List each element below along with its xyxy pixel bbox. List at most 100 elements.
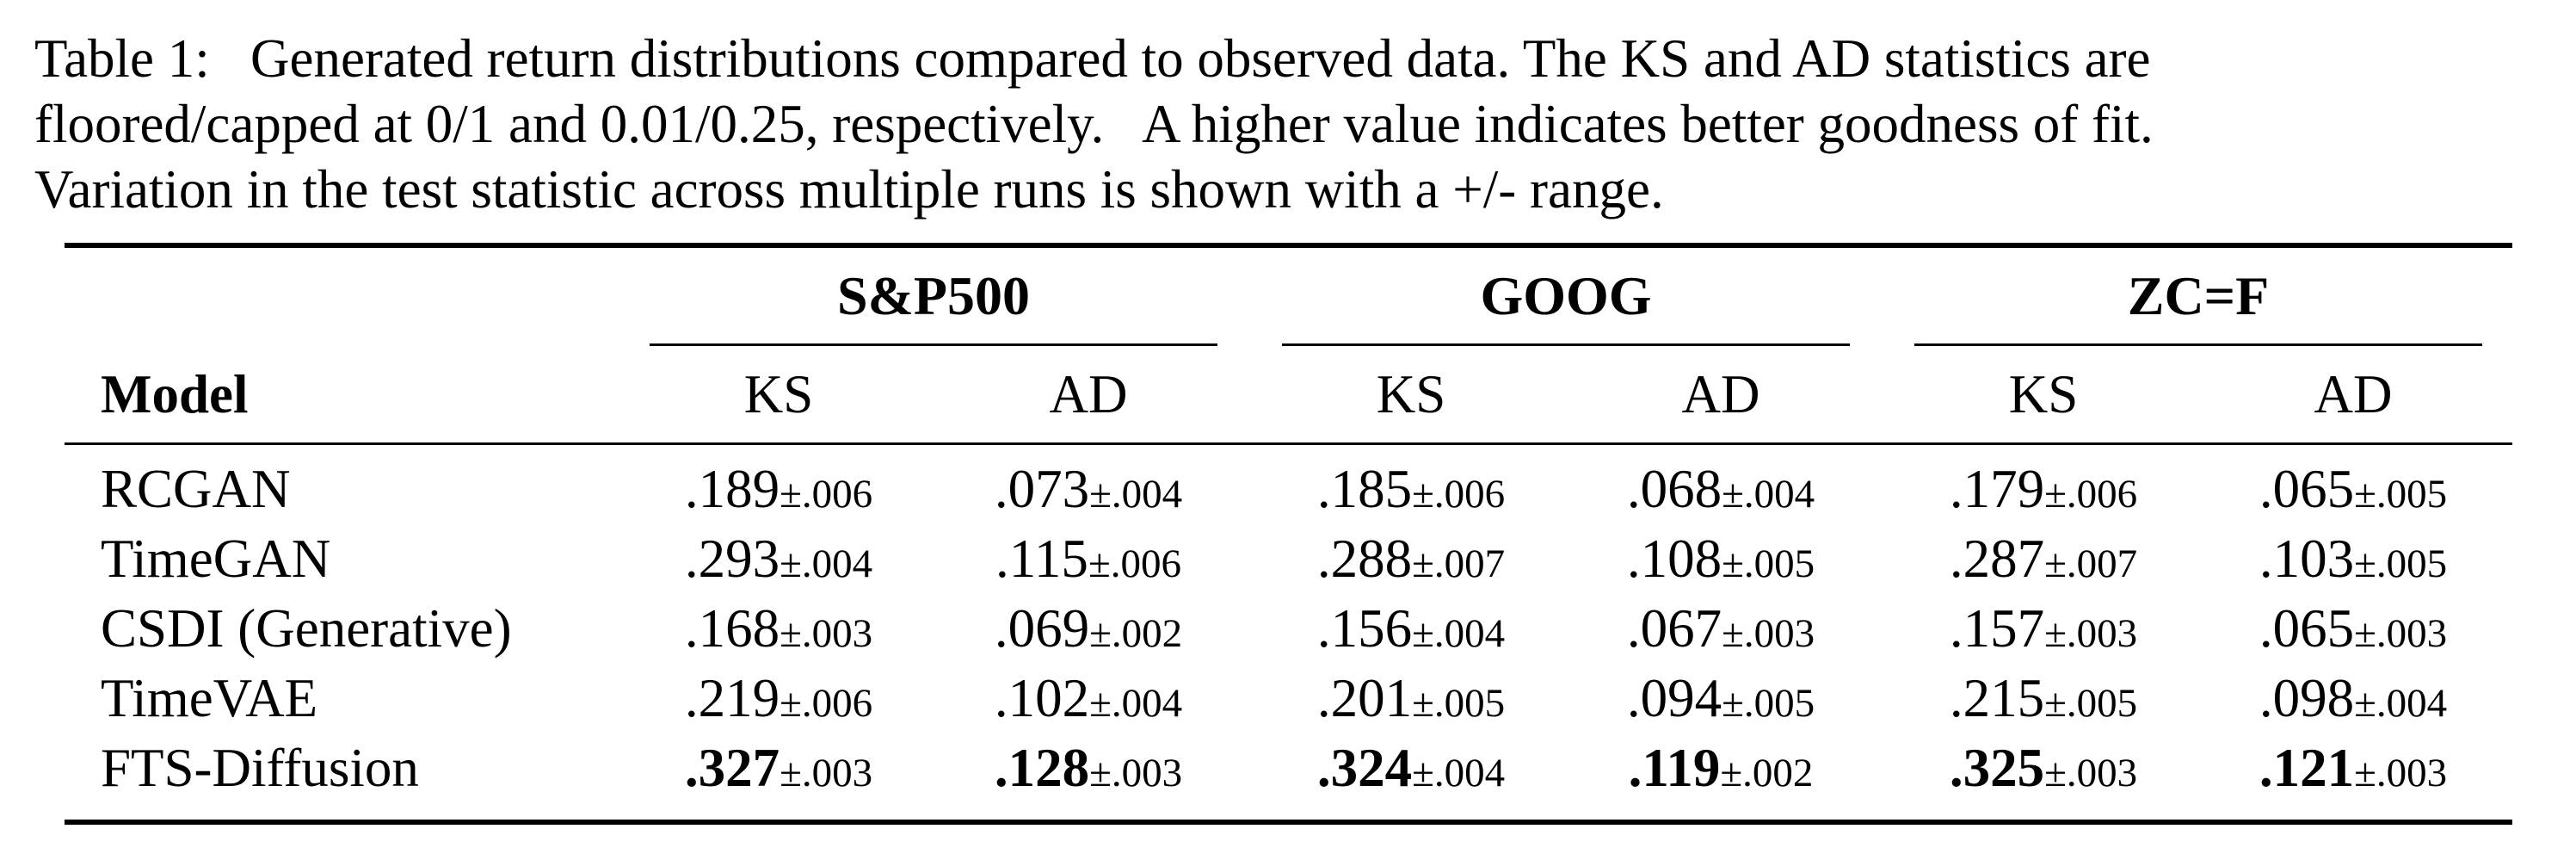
model-column-header: Model (101, 364, 249, 424)
metric-value: .068 (1626, 459, 1722, 519)
group-header-sp500: S&P500 (837, 265, 1030, 326)
metric-cell-goog-ad: .119±.002 (1592, 733, 1850, 802)
metric-value: .327 (684, 738, 780, 798)
column-header-sp500-ks: KS (743, 364, 814, 424)
metric-value: .201 (1316, 668, 1413, 728)
caption-line-3: Variation in the test statistic across m… (34, 159, 1664, 220)
metric-range: ±.004 (1412, 611, 1506, 656)
metric-cell-zcf-ks: .287±.007 (1914, 524, 2172, 593)
metric-cell-goog-ks: .288±.007 (1282, 524, 1540, 593)
metric-range: ±.002 (1720, 751, 1814, 795)
metric-range: ±.003 (1089, 751, 1183, 795)
metric-cell-zcf-ad: .098±.004 (2224, 664, 2482, 733)
metric-range: ±.005 (1412, 681, 1506, 726)
metric-range: ±.002 (1089, 611, 1183, 656)
metric-range: ±.003 (2044, 611, 2138, 656)
metric-value: .073 (994, 459, 1090, 519)
metric-cell-goog-ks: .324±.004 (1282, 733, 1540, 802)
metric-value: .098 (2259, 668, 2355, 728)
bottom-rule (65, 820, 2512, 825)
metric-value: .069 (994, 598, 1090, 659)
column-header-sp500-ad: AD (1049, 364, 1128, 424)
metric-value: .094 (1626, 668, 1722, 728)
column-header-goog-ad: AD (1681, 364, 1760, 424)
column-header-goog-ks: KS (1376, 364, 1446, 424)
metric-range: ±.005 (2354, 472, 2448, 517)
metric-cell-goog-ad: .094±.005 (1592, 664, 1850, 733)
model-name: CSDI (Generative) (101, 598, 512, 659)
metric-range: ±.007 (2044, 541, 2138, 586)
metric-value: .288 (1316, 529, 1413, 589)
metric-cell-zcf-ks: .325±.003 (1914, 733, 2172, 802)
metric-value: .121 (2259, 738, 2355, 798)
group-header-zcf: ZC=F (2127, 265, 2270, 326)
metric-cell-goog-ks: .201±.005 (1282, 664, 1540, 733)
metric-cell-goog-ad: .068±.004 (1592, 455, 1850, 523)
group-underline-sp500 (650, 343, 1217, 346)
model-name: TimeGAN (101, 529, 331, 589)
metric-cell-sp500-ad: .115±.006 (959, 524, 1217, 593)
metric-value: .189 (684, 459, 780, 519)
table-row: TimeVAE .219±.006.102±.004.201±.005.094±.… (65, 664, 2512, 733)
caption-line-2: floored/capped at 0/1 and 0.01/0.25, res… (34, 94, 2154, 154)
metric-value: .115 (995, 529, 1088, 589)
metric-value: .219 (684, 668, 780, 728)
table-row: RCGAN .189±.006.073±.004.185±.006.068±.00… (65, 455, 2512, 523)
metric-value: .108 (1626, 529, 1722, 589)
metric-range: ±.006 (1088, 541, 1181, 586)
model-name: RCGAN (101, 459, 291, 519)
metric-cell-sp500-ad: .073±.004 (959, 455, 1217, 523)
metric-cell-zcf-ad: .065±.005 (2224, 455, 2482, 523)
model-name: TimeVAE (101, 668, 318, 728)
table-row: FTS-Diffusion .327±.003.128±.003.324±.004… (65, 733, 2512, 802)
metric-value: .156 (1316, 598, 1413, 659)
metric-cell-goog-ks: .185±.006 (1282, 455, 1540, 523)
group-header-goog: GOOG (1480, 265, 1652, 326)
metric-range: ±.003 (2354, 611, 2448, 656)
table-row: TimeGAN .293±.004.115±.006.288±.007.108±.… (65, 524, 2512, 593)
metric-range: ±.004 (2354, 681, 2448, 726)
table-caption: Table 1: Generated return distributions … (34, 26, 2555, 222)
metric-value: .293 (684, 529, 780, 589)
metric-value: .287 (1949, 529, 2045, 589)
metric-cell-zcf-ad: .103±.005 (2224, 524, 2482, 593)
metric-value: .325 (1949, 738, 2045, 798)
metric-range: ±.003 (780, 751, 873, 795)
metric-range: ±.003 (2354, 751, 2448, 795)
metric-cell-goog-ks: .156±.004 (1282, 594, 1540, 663)
metric-cell-sp500-ad: .069±.002 (959, 594, 1217, 663)
metric-range: ±.005 (2354, 541, 2448, 586)
metric-value: .324 (1316, 738, 1413, 798)
metric-range: ±.006 (780, 472, 873, 517)
metric-value: .119 (1628, 738, 1721, 798)
metric-value: .215 (1949, 668, 2045, 728)
metric-range: ±.006 (780, 681, 873, 726)
metric-value: .065 (2259, 598, 2355, 659)
metric-range: ±.004 (780, 541, 873, 586)
metric-range: ±.003 (780, 611, 873, 656)
table-row: CSDI (Generative) .168±.003.069±.002.156±… (65, 594, 2512, 663)
metric-cell-sp500-ks: .327±.003 (650, 733, 908, 802)
metric-cell-sp500-ad: .128±.003 (959, 733, 1217, 802)
caption-line-1: Table 1: Generated return distributions … (34, 28, 2151, 89)
metric-range: ±.005 (1722, 541, 1815, 586)
metric-value: .185 (1316, 459, 1413, 519)
top-rule (65, 243, 2512, 248)
metric-value: .102 (994, 668, 1090, 728)
metric-range: ±.003 (2044, 751, 2138, 795)
metric-range: ±.006 (2044, 472, 2138, 517)
column-header-zcf-ks: KS (2008, 364, 2079, 424)
metric-cell-zcf-ks: .179±.006 (1914, 455, 2172, 523)
metric-cell-sp500-ks: .189±.006 (650, 455, 908, 523)
metric-cell-sp500-ks: .168±.003 (650, 594, 908, 663)
metric-range: ±.007 (1412, 541, 1506, 586)
metric-cell-zcf-ks: .157±.003 (1914, 594, 2172, 663)
metric-range: ±.004 (1412, 751, 1506, 795)
metric-value: .128 (994, 738, 1090, 798)
metric-value: .179 (1949, 459, 2045, 519)
group-underline-zcf (1914, 343, 2482, 346)
metric-value: .103 (2259, 529, 2355, 589)
metric-cell-sp500-ks: .293±.004 (650, 524, 908, 593)
metric-range: ±.003 (1722, 611, 1815, 656)
group-underline-goog (1282, 343, 1850, 346)
